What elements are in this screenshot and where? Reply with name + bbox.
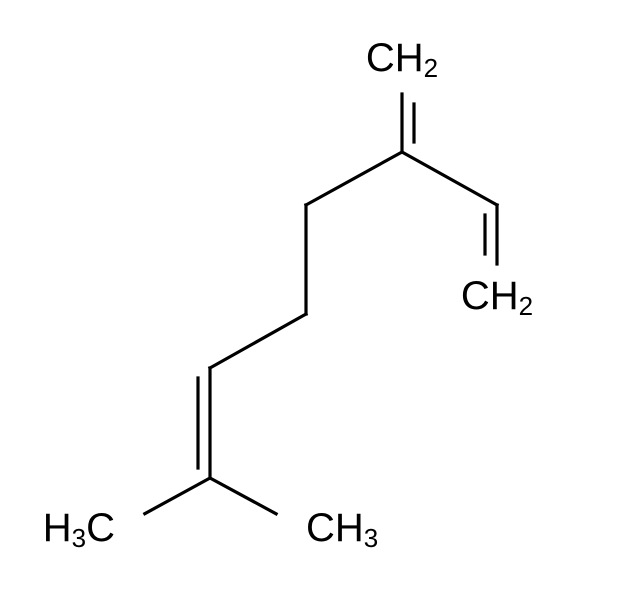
labels-layer: H3C CH3 CH2 CH2: [43, 36, 533, 553]
bonds-layer: [145, 94, 497, 514]
atom-label-a8: CH2: [366, 36, 438, 83]
atom-label-a1: H3C: [43, 506, 115, 553]
atom-label-a10: CH2: [461, 274, 533, 321]
chemical-structure-svg: H3C CH3 CH2 CH2: [0, 0, 640, 606]
atom-label-a3: CH3: [306, 506, 378, 553]
